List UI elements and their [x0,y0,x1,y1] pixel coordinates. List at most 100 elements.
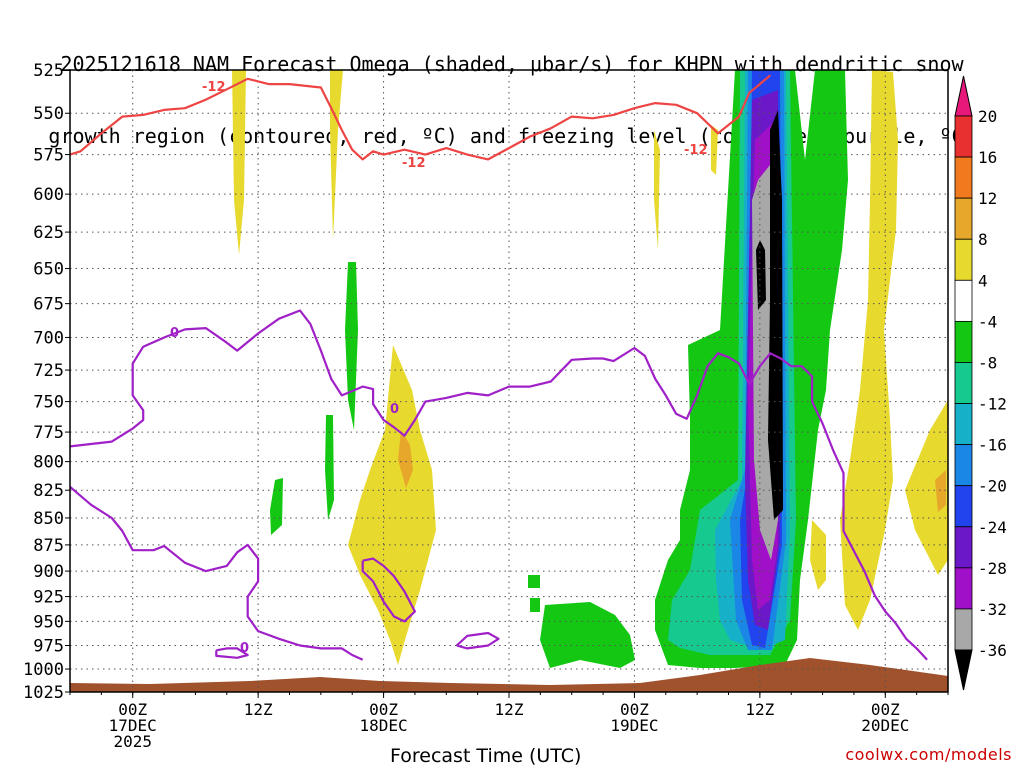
contour-label-freezing: 0 [170,326,179,341]
omega-shade-negative [540,602,635,668]
contour-freezing-level [455,631,500,650]
y-tick-label: 975 [33,637,64,657]
colorbar-label: -28 [978,559,1007,578]
omega-shade-positive [840,70,898,630]
x-tick-label: 20DEC [861,716,909,735]
y-tick-label: 825 [33,481,64,501]
x-tick-label: 00Z [369,700,398,719]
contour-dgz-minus12 [69,74,772,161]
x-tick-label: 17DEC [109,716,157,735]
contour-label-freezing: 0 [390,402,399,417]
contour-label-dgz: -12 [402,156,426,171]
x-axis-label: Forecast Time (UTC) [390,745,582,767]
colorbar-bin [954,485,973,528]
colorbar-bin [954,444,973,487]
omega-shade-negative [756,240,766,310]
omega-shade-positive [348,345,436,665]
y-tick-label: 575 [33,146,64,166]
omega-shade-positive-strong [935,470,946,512]
colorbar-bin [954,403,973,446]
y-tick-label: 675 [33,295,64,315]
colorbar-label: -16 [978,436,1007,455]
omega-shade-positive [330,70,343,240]
colorbar-bin [954,567,973,610]
omega-shade-negative [270,478,283,535]
contour-label-dgz: -12 [684,143,708,158]
colorbar-bin [954,526,973,569]
omega-shade-positive [654,130,660,250]
contour-freezing-level [69,485,364,661]
colorbar-bin-bottom [954,649,973,691]
omega-shade-negative [528,575,540,588]
y-tick-label: 625 [33,223,64,243]
y-tick-label: 700 [33,328,64,348]
omega-shade-negative [768,110,783,520]
omega-shade-positive [711,125,718,175]
chart-title-line1: 2025121618 NAM Forecast Omega (shaded, μ… [60,52,964,76]
y-tick-label: 600 [33,185,64,205]
colorbar-label: -20 [978,477,1007,496]
x-tick-label: 12Z [495,700,524,719]
credit-link[interactable]: coolwx.com/models [845,745,1012,764]
x-tick-label: 19DEC [610,716,658,735]
contour-freezing-level [69,309,928,661]
y-tick-label: 525 [33,61,64,81]
contour-lines [69,74,928,661]
y-tick-label: 800 [33,453,64,473]
colorbar-label: 16 [978,148,997,167]
contour-freezing-level [361,557,416,623]
y-tick-label: 725 [33,361,64,381]
y-tick-label: 850 [33,509,64,529]
omega-shade-positive [905,400,948,575]
y-tick-label: 650 [33,260,64,280]
x-tick-label: 00Z [871,700,900,719]
colorbar-bin-top [954,75,973,117]
y-tick-label: 550 [33,104,64,124]
contour-label-dgz: -12 [202,80,226,95]
y-tick-label: 775 [33,423,64,443]
colorbar-label: -4 [978,312,997,331]
contour-labels: -12 -12 -12 0 0 0 [170,80,708,656]
colorbar-label: 4 [978,271,988,290]
x-tick-label: 18DEC [359,716,407,735]
colorbar-bin [954,115,973,158]
y-tick-label: 750 [33,393,64,413]
colorbar-bin [954,156,973,199]
colorbar-label: 8 [978,230,988,249]
colorbar-bin [954,362,973,404]
colorbar-bin [954,320,973,363]
colorbar-label: -12 [978,395,1007,414]
x-tick-label: 12Z [745,700,774,719]
colorbar-label: -24 [978,518,1007,537]
omega-shade-negative [530,598,540,612]
y-tick-label: 1025 [23,683,64,703]
y-tick-label: 875 [33,536,64,556]
colorbar-label: -32 [978,600,1007,619]
omega-shading [70,70,948,692]
colorbar-bin [954,608,973,651]
contour-freezing-level [215,647,249,659]
contour-label-freezing: 0 [240,641,249,656]
omega-shade-positive [232,70,246,255]
colorbar: 20 16 12 8 4 -4 -8 -12 -16 -20 -24 -28 -32 -36 [954,75,1007,691]
omega-shade-positive [810,520,826,590]
colorbar-label: -36 [978,641,1007,660]
colorbar-bin [954,197,973,240]
chart-title: 2025121618 NAM Forecast Omega (shaded, μ… [0,4,1024,172]
y-axis: 525 550 575 600 625 650 675 700 725 750 775 800 825 8… [23,61,70,703]
y-tick-label: 950 [33,612,64,632]
y-tick-label: 1000 [23,660,64,680]
terrain [70,658,948,692]
colorbar-label: 12 [978,189,997,208]
x-tick-label: 00Z [620,700,649,719]
x-tick-label: 12Z [244,700,273,719]
colorbar-bin [954,238,973,281]
omega-shade-negative [345,262,358,430]
x-tick-label: 00Z [118,700,147,719]
omega-shade-positive-strong [398,430,413,488]
y-tick-label: 925 [33,588,64,608]
y-tick-label: 900 [33,562,64,582]
omega-shade-negative [325,415,334,520]
